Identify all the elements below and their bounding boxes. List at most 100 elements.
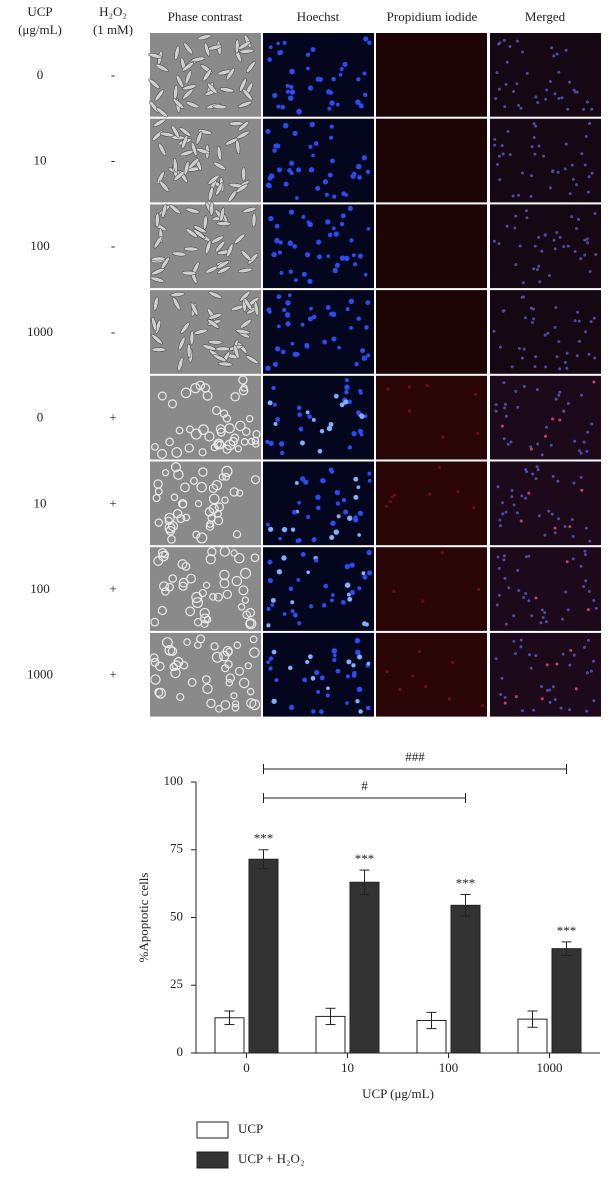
row-ucp: 100: [30, 581, 50, 596]
nucleus: [345, 701, 349, 705]
cell: [190, 142, 198, 156]
cell: [167, 646, 178, 656]
cell: [190, 382, 201, 394]
cell: [183, 161, 190, 176]
merged-nucleus: [556, 170, 560, 174]
merged-nucleus: [524, 496, 528, 500]
cell: [149, 100, 159, 113]
merged-nucleus: [584, 526, 588, 530]
cell: [182, 88, 194, 100]
nucleus: [321, 603, 327, 608]
micrograph: [376, 118, 487, 203]
nucleus: [296, 108, 302, 115]
nucleus: [357, 253, 363, 259]
cell: [236, 489, 244, 497]
cell: [246, 687, 255, 696]
cell: [209, 201, 214, 216]
nucleus: [331, 648, 338, 654]
merged-nucleus: [586, 430, 590, 434]
cell: [189, 476, 198, 485]
nucleus: [315, 494, 321, 500]
micrograph: [376, 632, 487, 717]
cell: [241, 427, 251, 436]
merged-nucleus: [579, 393, 583, 397]
merged-nucleus: [558, 367, 562, 371]
merged-nucleus: [495, 603, 499, 607]
nucleus: [344, 384, 350, 390]
legend-swatch: [196, 1151, 229, 1169]
nucleus: [306, 66, 310, 71]
nucleus: [281, 526, 288, 533]
merged-nucleus: [592, 599, 596, 603]
merged-nucleus: [531, 472, 535, 476]
micrograph-bg: [376, 290, 487, 374]
cell: [247, 253, 259, 265]
cell: [238, 267, 253, 273]
merged-nucleus: [519, 638, 523, 642]
merged-nucleus: [492, 239, 496, 243]
nucleus: [359, 432, 364, 437]
cell: [165, 437, 174, 447]
cell: [242, 610, 251, 620]
cell: [190, 302, 199, 316]
micrograph-bg: [376, 118, 487, 203]
nucleus: [290, 600, 295, 605]
cell: [167, 399, 177, 409]
micrograph: [490, 461, 601, 546]
nucleus: [340, 213, 346, 219]
merged-nucleus: [565, 560, 569, 564]
micrograph: [490, 118, 601, 203]
nucleus: [309, 306, 313, 311]
merged-nucleus: [540, 453, 544, 457]
merged-nucleus: [570, 163, 574, 167]
micrograph: [150, 546, 261, 631]
cell: [159, 581, 169, 592]
cell: [240, 384, 248, 392]
merged-nucleus: [503, 701, 507, 705]
merged-nucleus: [506, 442, 510, 446]
micrograph-bg: [263, 375, 374, 460]
nucleus: [282, 122, 289, 129]
merged-nucleus: [508, 44, 512, 48]
row-ucp: 0: [37, 410, 44, 425]
nucleus: [303, 479, 309, 485]
x-axis-label: UCP (μg/mL): [362, 1086, 434, 1101]
nucleus: [311, 417, 316, 422]
merged-nucleus: [498, 524, 502, 528]
nucleus: [274, 237, 280, 244]
cell: [184, 443, 194, 453]
merged-nucleus: [533, 152, 537, 156]
cell: [171, 251, 187, 257]
cell: [222, 589, 232, 600]
cell: [183, 246, 199, 252]
nucleus: [354, 361, 359, 367]
nucleus: [363, 272, 368, 277]
micrograph-bg: [376, 461, 487, 546]
pi-stain: [447, 697, 452, 701]
nucleus: [347, 596, 353, 602]
cell: [151, 442, 159, 451]
cell: [208, 44, 223, 51]
merged-nucleus: [500, 424, 504, 428]
cell: [181, 561, 191, 571]
nucleus: [329, 469, 335, 474]
cell: [212, 104, 227, 110]
merged-nucleus: [541, 616, 545, 620]
nucleus: [327, 172, 333, 178]
legend-label: UCP: [238, 1121, 263, 1136]
nucleus: [266, 660, 271, 665]
nucleus: [339, 402, 345, 408]
nucleus: [311, 709, 316, 714]
merged-nucleus: [589, 320, 593, 324]
merged-nucleus: [502, 558, 506, 562]
cell: [189, 330, 195, 346]
nucleus: [288, 209, 295, 215]
cell: [198, 467, 208, 477]
cell: [230, 692, 238, 700]
nucleus: [298, 426, 304, 432]
micrograph-bg: [376, 204, 487, 289]
nucleus: [309, 121, 315, 128]
merged-nucleus: [502, 437, 506, 441]
merged-nucleus: [517, 589, 521, 593]
merged-nucleus: [523, 316, 527, 320]
